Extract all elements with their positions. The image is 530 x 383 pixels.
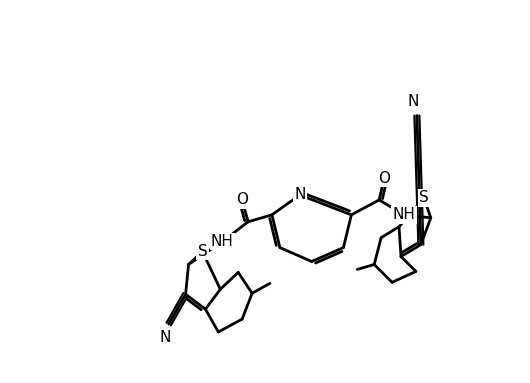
Text: O: O: [236, 192, 248, 208]
Text: O: O: [378, 170, 390, 186]
Text: S: S: [419, 190, 429, 205]
Text: NH: NH: [393, 207, 416, 222]
Text: N: N: [294, 187, 305, 203]
Text: S: S: [198, 244, 207, 259]
Text: NH: NH: [211, 234, 234, 249]
Text: N: N: [407, 94, 419, 109]
Text: N: N: [159, 331, 171, 345]
